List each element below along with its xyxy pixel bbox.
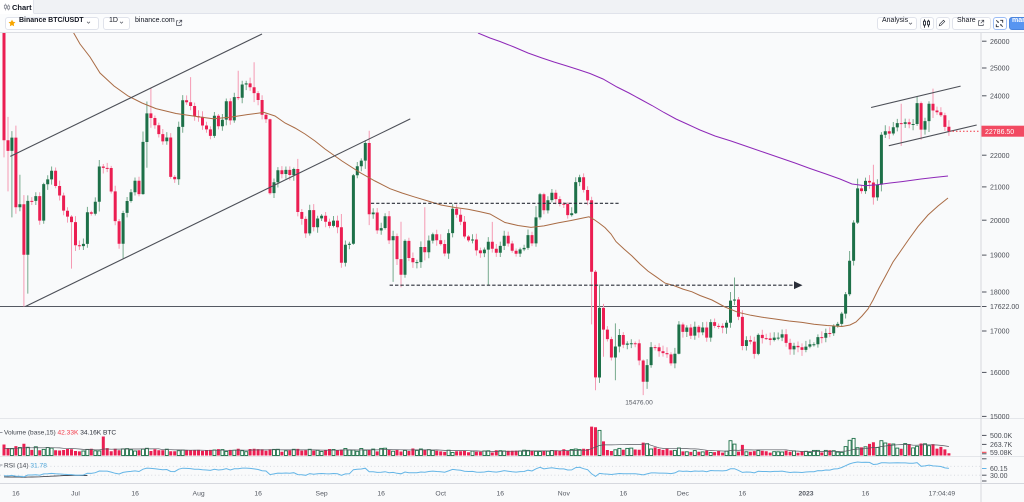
svg-text:16000: 16000 (990, 370, 1010, 377)
svg-text:Dec: Dec (677, 491, 690, 498)
svg-text:18000: 18000 (990, 290, 1010, 297)
svg-text:16: 16 (620, 491, 628, 498)
svg-text:60.15: 60.15 (990, 466, 1008, 473)
svg-text:16: 16 (497, 491, 505, 498)
svg-text:Jul: Jul (71, 491, 80, 498)
svg-text:16: 16 (739, 491, 747, 498)
svg-text:Nov: Nov (558, 491, 571, 498)
svg-text:16: 16 (377, 491, 385, 498)
svg-text:263.7K: 263.7K (990, 442, 1013, 449)
svg-text:16: 16 (12, 491, 20, 498)
svg-text:21000: 21000 (990, 185, 1010, 192)
svg-text:16: 16 (131, 491, 139, 498)
svg-text:Sep: Sep (316, 491, 328, 498)
svg-text:26000: 26000 (990, 39, 1010, 46)
svg-text:16: 16 (862, 491, 870, 498)
svg-text:Volume (base,15) 42.33K 34.16K: Volume (base,15) 42.33K 34.16K BTC (4, 429, 116, 436)
svg-text:24000: 24000 (990, 93, 1010, 100)
svg-text:17:04:49: 17:04:49 (929, 491, 956, 498)
svg-text:Oct: Oct (435, 491, 446, 498)
svg-text:RSI (14) 31.78: RSI (14) 31.78 (4, 462, 47, 469)
svg-text:15000: 15000 (990, 414, 1010, 421)
svg-text:22000: 22000 (990, 153, 1010, 160)
svg-text:16: 16 (254, 491, 262, 498)
svg-text:17000: 17000 (990, 329, 1010, 336)
svg-text:30.00: 30.00 (990, 473, 1008, 480)
svg-text:17622.00: 17622.00 (990, 304, 1019, 311)
svg-text:25000: 25000 (990, 66, 1010, 73)
svg-text:59.08K: 59.08K (990, 450, 1013, 457)
svg-text:Aug: Aug (193, 491, 205, 498)
svg-text:2023: 2023 (798, 491, 813, 498)
svg-text:22786.50: 22786.50 (985, 129, 1014, 136)
svg-text:19000: 19000 (990, 253, 1010, 260)
svg-text:15476.00: 15476.00 (625, 400, 653, 407)
svg-text:20000: 20000 (990, 218, 1010, 225)
svg-text:500.0K: 500.0K (990, 433, 1013, 440)
